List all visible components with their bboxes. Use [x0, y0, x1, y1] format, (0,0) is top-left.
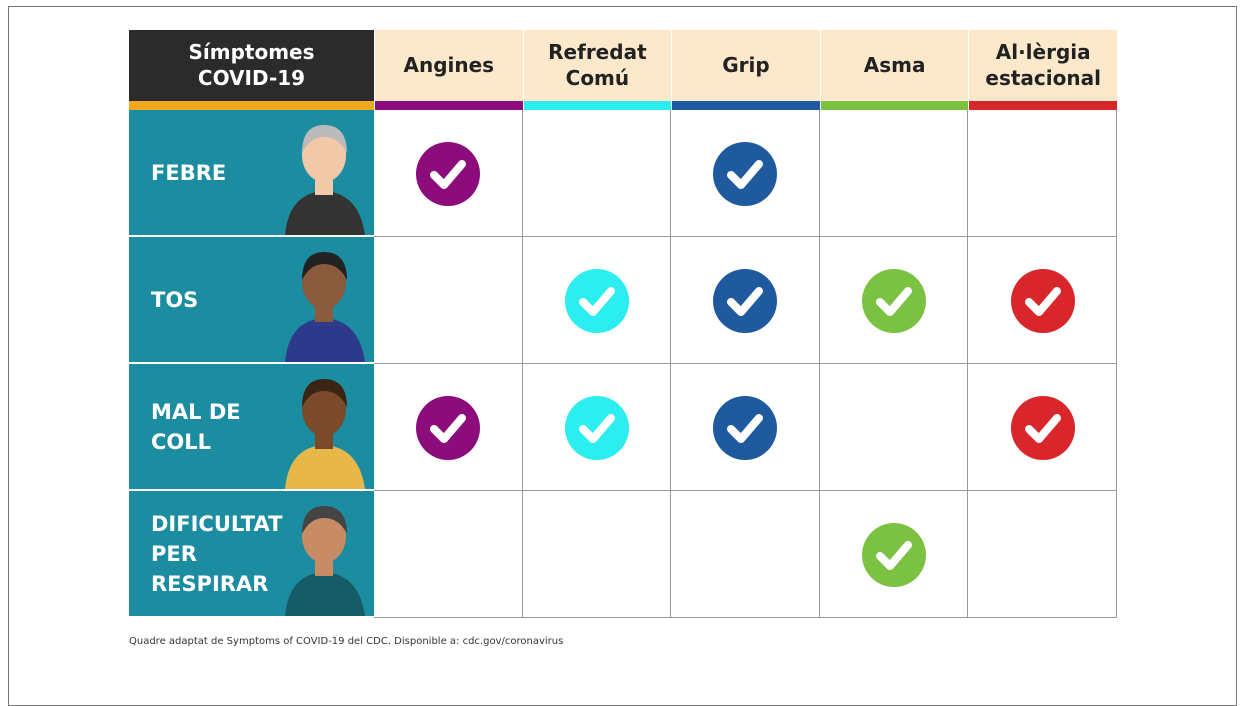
check-icon — [862, 522, 927, 587]
table-cell — [968, 491, 1117, 618]
illustration — [285, 506, 365, 616]
header-bar — [375, 101, 523, 110]
header-bar — [523, 101, 672, 110]
table-cell — [819, 110, 969, 237]
label-line: MAL DE — [151, 399, 241, 424]
header-bar — [969, 101, 1117, 110]
table-cell — [374, 491, 523, 618]
illustration — [285, 379, 365, 489]
label-line: Angines — [403, 53, 495, 77]
table-cell — [522, 237, 672, 364]
label-line: Asma — [863, 53, 926, 77]
header-bar — [672, 101, 820, 110]
label-line: COLL — [151, 429, 212, 454]
check-icon — [1010, 395, 1075, 460]
column-header: Asma — [819, 30, 969, 110]
label-line: FEBRE — [151, 160, 227, 185]
row-label: TOS — [129, 237, 374, 364]
table-cell — [374, 237, 523, 364]
label-line: Grip — [722, 53, 770, 77]
corner-header: Símptomes COVID-19 — [129, 30, 374, 110]
table-cell — [671, 491, 820, 618]
check-icon — [416, 395, 481, 460]
illustration — [285, 252, 365, 362]
check-icon — [564, 268, 629, 333]
check-icon — [713, 141, 778, 206]
table-cell — [522, 110, 672, 237]
label-line: TOS — [151, 287, 199, 312]
row-label: DIFICULTAT PER RESPIRAR — [129, 491, 374, 618]
label-line: RESPIRAR — [151, 571, 269, 596]
label-line: COVID-19 — [197, 66, 306, 90]
table-cell — [671, 237, 820, 364]
table-cell — [671, 364, 820, 491]
column-header: Al·lèrgia estacional — [968, 30, 1117, 110]
column-header: Grip — [671, 30, 820, 110]
table-cell — [819, 491, 969, 618]
label-line: PER — [151, 541, 197, 566]
table-cell — [819, 237, 969, 364]
check-icon — [416, 141, 481, 206]
footer-note: Quadre adaptat de Symptoms of COVID-19 d… — [129, 636, 564, 647]
table-cell — [374, 364, 523, 491]
label-line: Símptomes — [188, 40, 315, 64]
table-cell — [968, 237, 1117, 364]
header-bar — [129, 101, 374, 110]
check-icon — [713, 395, 778, 460]
check-icon — [564, 395, 629, 460]
table-cell — [522, 491, 672, 618]
check-icon — [1010, 268, 1075, 333]
label-line: estacional — [985, 66, 1101, 90]
column-header: Angines — [374, 30, 523, 110]
label-line: Refredat — [548, 40, 647, 64]
label-line: DIFICULTAT — [151, 511, 283, 536]
header-bar — [820, 101, 969, 110]
label-line: Comú — [565, 66, 630, 90]
table-cell — [968, 364, 1117, 491]
check-icon — [713, 268, 778, 333]
table-cell — [671, 110, 820, 237]
row-label: MAL DE COLL — [129, 364, 374, 491]
table-cell — [522, 364, 672, 491]
check-icon — [862, 268, 927, 333]
column-header: Refredat Comú — [522, 30, 672, 110]
table-cell — [374, 110, 523, 237]
illustration — [285, 125, 365, 235]
row-label: FEBRE — [129, 110, 374, 237]
table-cell — [968, 110, 1117, 237]
table-cell — [819, 364, 969, 491]
label-line: Al·lèrgia — [995, 40, 1091, 64]
